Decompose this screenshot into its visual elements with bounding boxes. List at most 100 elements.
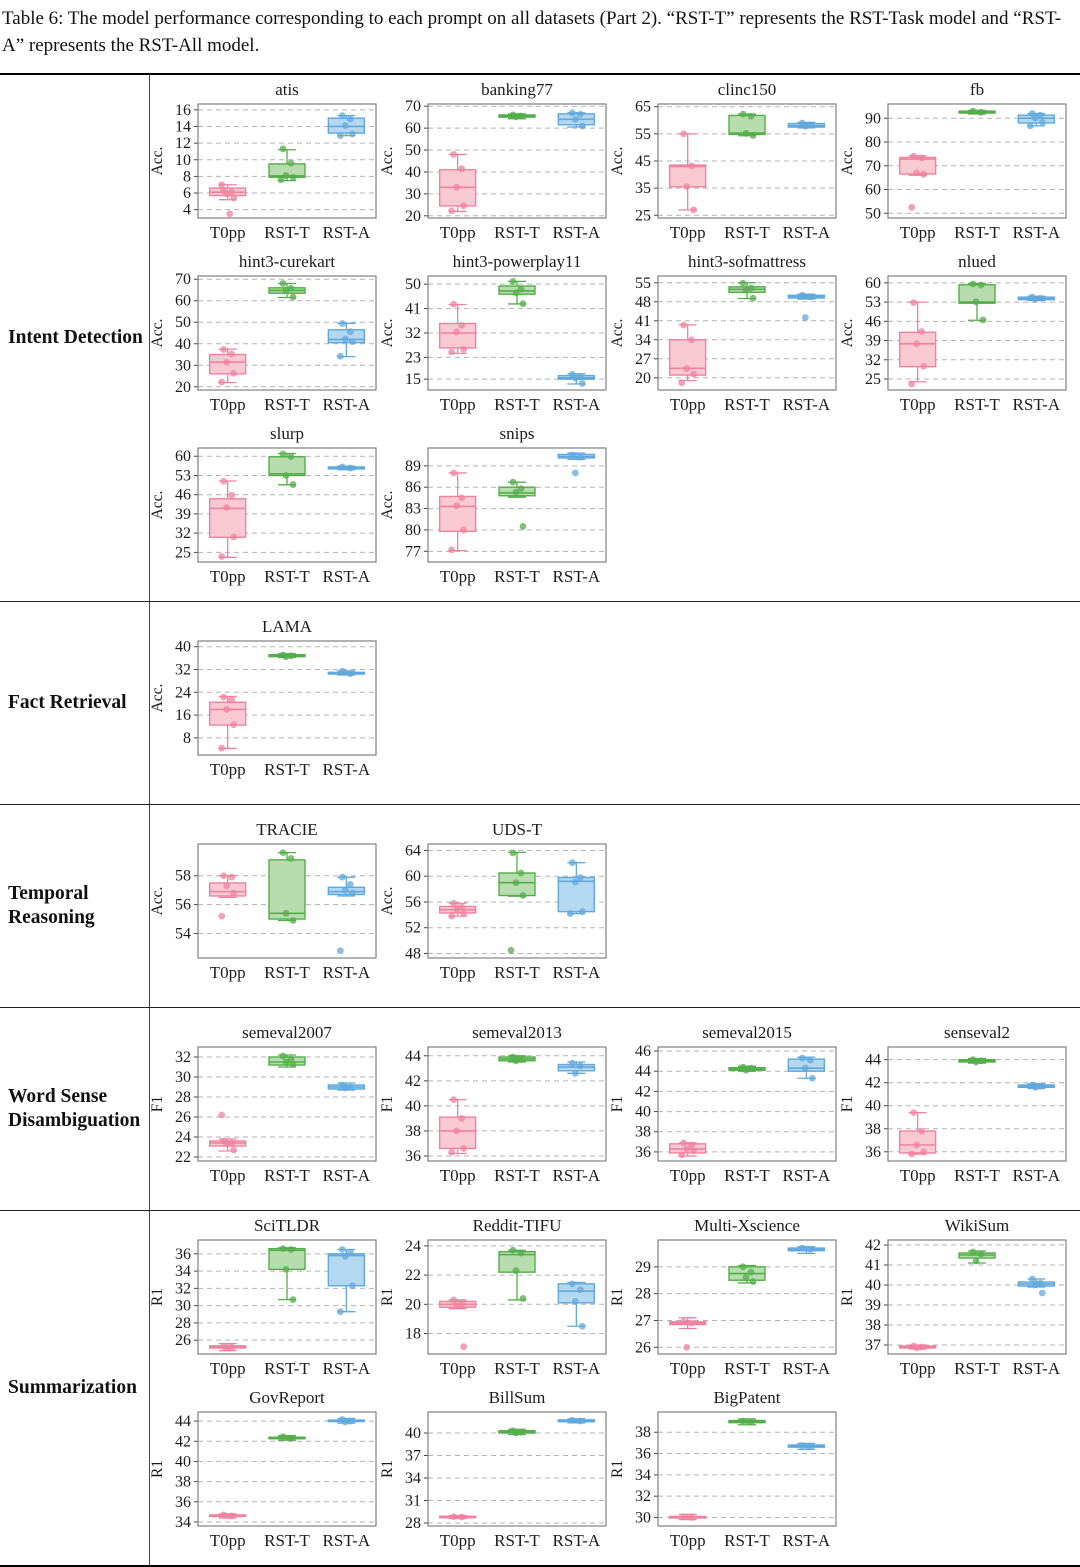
y-tick-label: 40 [175,1454,191,1471]
chart-title: slurp [270,424,304,443]
chart-title: SciTLDR [254,1216,321,1235]
y-tick-label: 80 [405,522,421,539]
y-axis-label: R1 [610,1288,626,1306]
y-tick-label: 60 [405,868,421,885]
boxplot-lama: 8 16 24 32 40 LAMA Acc. T0pp RST-T RST-A [149,617,377,779]
boxplot-billsum: 28 31 34 37 40 BillSum R1 T0pp RST-T RST-A [379,1388,607,1550]
y-tick-label: 48 [405,946,421,963]
y-tick-label: 89 [405,458,421,475]
boxplot-slurp: 25 32 39 46 53 60 slurp Acc. T0pp RST-T RST-A [149,424,377,586]
boxplot-multi-xscience: 26 27 28 29 Multi-Xscience R1 T0pp RST-T RST-A [609,1216,837,1378]
boxplot-reddit-tifu: 18 20 22 24 Reddit-TIFU R1 T0pp RST-T RST-A [379,1216,607,1378]
y-tick-label: 39 [865,1297,881,1314]
x-group-label: RST-A [783,223,831,242]
y-tick-label: 40 [175,639,191,656]
y-tick-label: 30 [175,1069,191,1086]
y-tick-label: 37 [405,1448,421,1465]
y-tick-label: 55 [635,126,651,143]
y-tick-label: 32 [635,1488,651,1505]
y-tick-label: 27 [635,351,651,368]
x-group-label: RST-T [494,963,540,982]
x-group-label: RST-A [1013,1359,1061,1378]
chart-cell-hint3-sofmattress: 20 27 34 41 48 55 hint3-sofmattress Acc. T0pp RST… [609,252,840,424]
section-intent-detection: Intent Detection 4 6 8 10 12 14 16 atis Acc. T0pp R… [0,75,1080,602]
x-group-label: RST-A [323,223,371,242]
y-tick-label: 30 [175,1298,191,1315]
chart-row: 34 36 38 40 42 44 GovReport R1 T0pp RST-T RST-A 28 3… [149,1388,1080,1560]
y-tick-label: 56 [405,894,421,911]
chart-title: LAMA [262,617,313,636]
y-tick-label: 70 [865,158,881,175]
x-group-label: T0pp [670,395,706,414]
x-group-label: RST-T [954,395,1000,414]
x-group-label: T0pp [440,395,476,414]
chart-row: 26 28 30 32 34 36 SciTLDR R1 T0pp RST-T RST-A 18 20 2… [149,1216,1080,1388]
y-tick-label: 20 [175,379,191,396]
boxplot-clinc150: 25 35 45 55 65 clinc150 Acc. T0pp RST-T RST-A [609,80,837,242]
figure-table6: Intent Detection 4 6 8 10 12 14 16 atis Acc. T0pp R… [0,73,1080,1567]
y-axis-label: Acc. [150,319,166,348]
y-tick-label: 20 [635,370,651,387]
y-tick-label: 42 [175,1433,191,1450]
y-tick-label: 38 [865,1121,881,1138]
chart-title: hint3-curekart [239,252,336,271]
chart-cell-multi-xscience: 26 27 28 29 Multi-Xscience R1 T0pp RST-T RST-A [609,1216,840,1388]
x-group-label: RST-T [724,1531,770,1550]
y-tick-label: 22 [405,1267,421,1284]
boxplot-fb: 50 60 70 80 90 fb Acc. T0pp RST-T RST-A [839,80,1067,242]
chart-cell-bigpatent: 30 32 34 36 38 BigPatent R1 T0pp RST-T RST-A [609,1388,840,1560]
y-tick-label: 31 [405,1493,421,1510]
y-tick-label: 53 [175,468,191,485]
y-tick-label: 42 [405,1073,421,1090]
y-tick-label: 50 [405,276,421,293]
chart-cell-hint3-curekart: 20 30 40 50 60 70 hint3-curekart Acc. T0pp RST-T R… [149,252,380,424]
y-tick-label: 39 [175,506,191,523]
y-axis-label: R1 [150,1288,166,1306]
y-tick-label: 16 [175,707,191,724]
x-group-label: T0pp [210,1166,246,1185]
y-axis-label: Acc. [380,147,396,176]
y-tick-label: 54 [175,926,191,943]
chart-title: nlued [958,252,996,271]
chart-row: 54 56 58 TRACIE Acc. T0pp RST-T RST-A 48 52 56 60 64… [149,820,1080,992]
y-tick-label: 41 [865,1257,881,1274]
y-axis-label: R1 [380,1288,396,1306]
y-tick-label: 58 [175,868,191,885]
section-summarization: Summarization 26 28 30 32 34 36 SciTLDR R1 T0pp RS… [0,1210,1080,1566]
y-axis-label: Acc. [150,887,166,916]
y-axis-label: Acc. [610,319,626,348]
section-temporal-reasoning: Temporal Reasoning 54 56 58 TRACIE Acc. T0pp RS… [0,804,1080,1008]
y-tick-label: 77 [405,544,421,561]
y-axis-label: F1 [150,1096,166,1112]
y-tick-label: 25 [635,207,651,224]
chart-title: semeval2015 [702,1023,792,1042]
y-axis-label: Acc. [610,147,626,176]
y-tick-label: 53 [865,294,881,311]
y-tick-label: 29 [635,1259,651,1276]
x-group-label: T0pp [440,1531,476,1550]
x-group-label: RST-T [954,1359,1000,1378]
section-charts: 54 56 58 TRACIE Acc. T0pp RST-T RST-A 48 52 56 60 64… [149,805,1080,1007]
y-axis-label: F1 [840,1096,856,1112]
x-group-label: T0pp [210,1359,246,1378]
x-group-label: T0pp [900,1166,936,1185]
chart-cell-atis: 4 6 8 10 12 14 16 atis Acc. T0pp RST-T RST-A [149,80,380,252]
x-group-label: RST-T [494,1166,540,1185]
x-group-label: RST-T [264,1531,310,1550]
y-tick-label: 42 [865,1075,881,1092]
chart-title: clinc150 [718,80,777,99]
y-tick-label: 44 [865,1052,881,1069]
y-tick-label: 36 [175,1246,191,1263]
y-tick-label: 48 [635,294,651,311]
x-group-label: RST-A [553,963,601,982]
x-group-label: RST-A [323,963,371,982]
y-tick-label: 46 [635,1043,651,1060]
chart-title: WikiSum [945,1216,1010,1235]
y-tick-label: 42 [635,1084,651,1101]
chart-title: BillSum [489,1388,546,1407]
chart-row: 20 30 40 50 60 70 hint3-curekart Acc. T0pp RST-T R… [149,252,1080,424]
y-tick-label: 46 [175,487,191,504]
x-group-label: RST-T [724,1359,770,1378]
y-tick-label: 6 [183,185,191,202]
y-tick-label: 26 [175,1109,191,1126]
